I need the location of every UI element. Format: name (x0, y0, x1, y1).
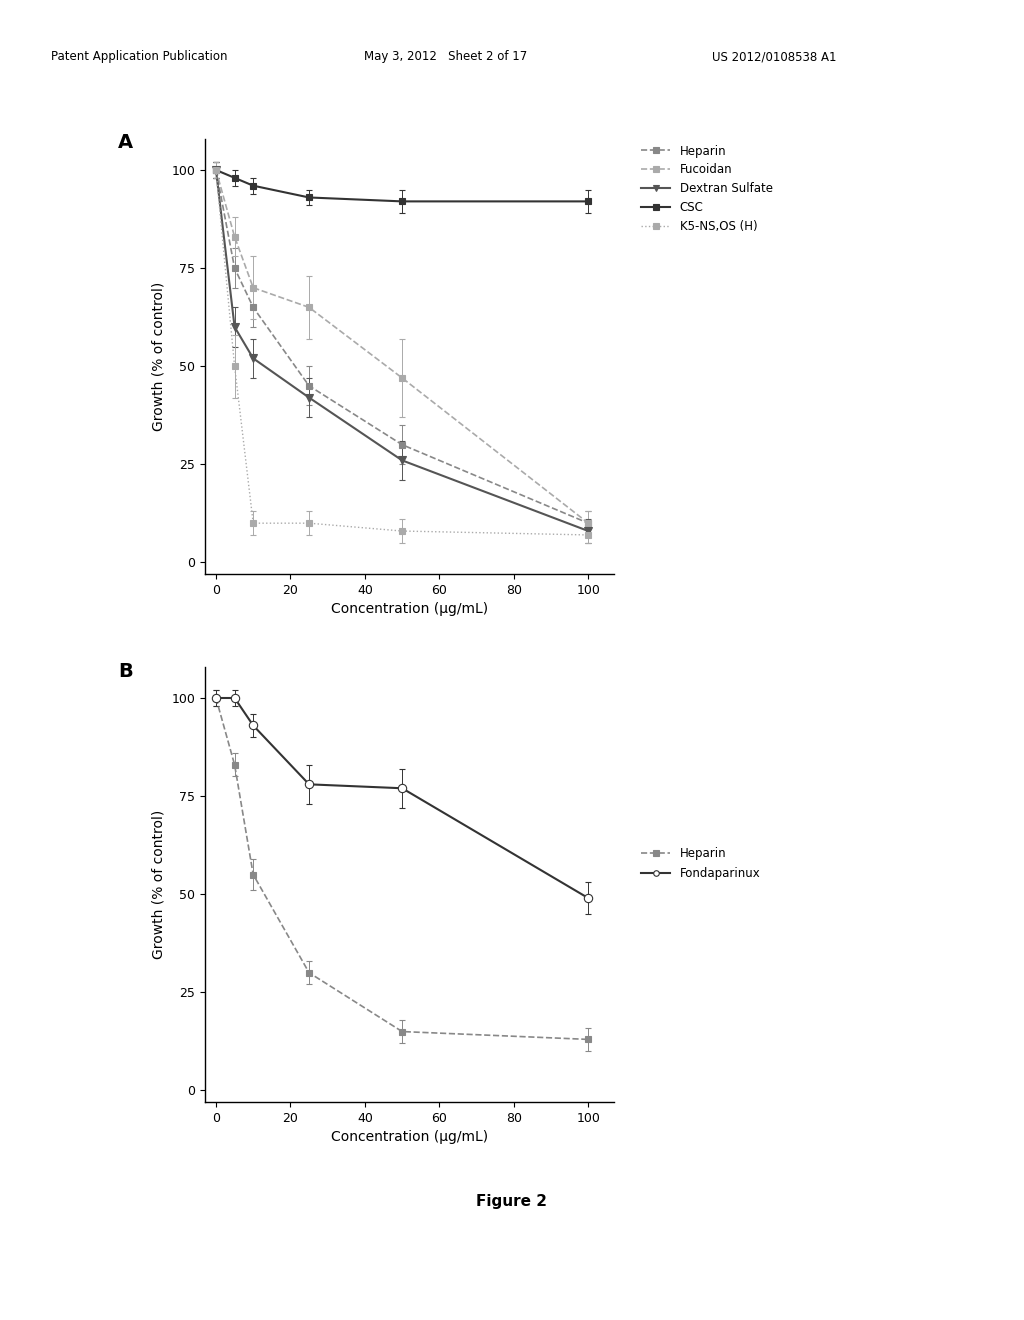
Y-axis label: Growth (% of control): Growth (% of control) (152, 281, 166, 432)
X-axis label: Concentration (μg/mL): Concentration (μg/mL) (331, 602, 488, 616)
Legend: Heparin, Fucoidan, Dextran Sulfate, CSC, K5-NS,OS (H): Heparin, Fucoidan, Dextran Sulfate, CSC,… (641, 144, 773, 234)
Text: A: A (118, 133, 133, 152)
Y-axis label: Growth (% of control): Growth (% of control) (152, 809, 166, 960)
Text: May 3, 2012   Sheet 2 of 17: May 3, 2012 Sheet 2 of 17 (364, 50, 526, 63)
Text: B: B (118, 663, 132, 681)
Text: US 2012/0108538 A1: US 2012/0108538 A1 (712, 50, 837, 63)
X-axis label: Concentration (μg/mL): Concentration (μg/mL) (331, 1130, 488, 1144)
Text: Patent Application Publication: Patent Application Publication (51, 50, 227, 63)
Text: Figure 2: Figure 2 (476, 1193, 548, 1209)
Legend: Heparin, Fondaparinux: Heparin, Fondaparinux (641, 846, 761, 880)
